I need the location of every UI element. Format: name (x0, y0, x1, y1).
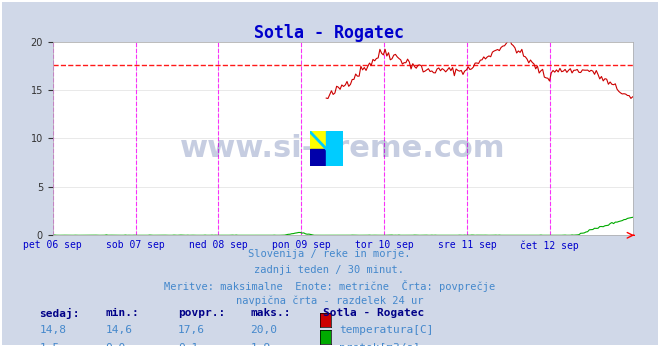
Text: 1,9: 1,9 (250, 343, 271, 346)
Text: sedaj:: sedaj: (40, 308, 80, 319)
Bar (310, 149, 326, 166)
Text: 20,0: 20,0 (250, 325, 277, 335)
Text: povpr.:: povpr.: (178, 308, 225, 318)
Text: www.si-vreme.com: www.si-vreme.com (180, 134, 505, 163)
Text: 14,8: 14,8 (40, 325, 67, 335)
Text: Meritve: maksimalne  Enote: metrične  Črta: povprečje: Meritve: maksimalne Enote: metrične Črta… (164, 280, 495, 292)
Text: temperatura[C]: temperatura[C] (339, 325, 434, 335)
Bar (326, 149, 343, 166)
Bar (326, 131, 343, 149)
Text: Slovenija / reke in morje.: Slovenija / reke in morje. (248, 249, 411, 259)
Text: 1,5: 1,5 (40, 343, 60, 346)
Text: 0,1: 0,1 (178, 343, 198, 346)
Text: 17,6: 17,6 (178, 325, 205, 335)
Bar (310, 131, 326, 149)
Text: min.:: min.: (105, 308, 139, 318)
Text: 14,6: 14,6 (105, 325, 132, 335)
Text: Sotla - Rogatec: Sotla - Rogatec (254, 24, 405, 42)
Text: navpična črta - razdelek 24 ur: navpična črta - razdelek 24 ur (236, 296, 423, 306)
Text: zadnji teden / 30 minut.: zadnji teden / 30 minut. (254, 265, 405, 275)
Text: Sotla - Rogatec: Sotla - Rogatec (323, 308, 424, 318)
Text: maks.:: maks.: (250, 308, 291, 318)
Text: pretok[m3/s]: pretok[m3/s] (339, 343, 420, 346)
Text: 0,0: 0,0 (105, 343, 126, 346)
